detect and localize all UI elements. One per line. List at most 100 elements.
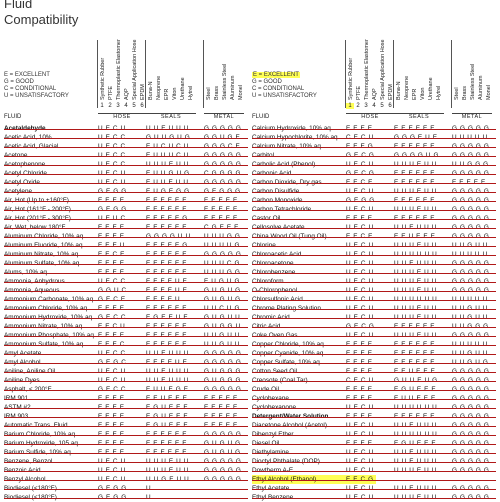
seal-ratings: UUUEUU bbox=[394, 188, 440, 195]
hose-ratings: EEEE bbox=[98, 404, 128, 411]
fluid-name: Ammonium Nitrate, 10% aq bbox=[4, 323, 83, 330]
table-row: Air, Hot (201°F - 300°F) UEUC EEEEEG EEEEE bbox=[4, 214, 248, 223]
table-row: Dioctyl Phthalate (DOP) UECU UUEUUU GGGGG bbox=[252, 457, 496, 466]
seal-ratings: UUUEUU bbox=[394, 269, 440, 276]
seal-ratings: EEEEEG bbox=[146, 242, 191, 249]
fluid-name: Chloroacetic Acid bbox=[252, 251, 302, 258]
table-row: Ethyl Acetate UECU UUEUUU GGGGG bbox=[252, 484, 496, 493]
seal-column-header: Neoprene bbox=[404, 75, 410, 100]
fluid-name: Chloroacetone bbox=[252, 260, 294, 267]
metal-ratings: GGGGG bbox=[452, 440, 492, 447]
metal-column-header: Monel bbox=[238, 85, 244, 100]
seal-column-header: Neoprene bbox=[156, 75, 162, 100]
table-row: Benzene, Benzol UECU UUUEUU GGGGG bbox=[4, 457, 248, 466]
table-row: Acetophenone UECC UUUEUU GGGGG bbox=[4, 160, 248, 169]
hose-column-header: Thermoplastic Elastomer bbox=[116, 39, 122, 100]
seal-ratings: UUUEUU bbox=[394, 467, 440, 474]
fluid-name: Chromic Acid bbox=[252, 314, 290, 321]
seal-ratings: EEEEU bbox=[146, 296, 183, 303]
hose-ratings: UECU bbox=[346, 242, 377, 249]
metal-ratings: GGGGG bbox=[204, 359, 244, 366]
fluid-name: Aluminum Nitrate, 10% aq bbox=[4, 251, 79, 258]
hose-ratings: EECU bbox=[98, 323, 128, 330]
hose-ratings: UECU bbox=[346, 206, 377, 213]
fluid-name: Air, Hot (Up to +160°F) bbox=[4, 197, 69, 204]
table-row: Ammonia, Anhydrous UECC EEEEUE EUGUG bbox=[4, 277, 248, 286]
hose-ratings: EEEE bbox=[346, 440, 376, 447]
seal-column-header: Buna-N bbox=[396, 81, 402, 100]
table-row: Chlorsulfonic Acid UECU UUUUUU UUUUU bbox=[252, 295, 496, 304]
metal-ratings: GGGGG bbox=[452, 494, 492, 501]
metal-ratings: UUUCG bbox=[204, 260, 243, 267]
table-row: Creosote (Coal Tar) CECU GUUEUG GGGGG bbox=[252, 376, 496, 385]
table-row: Acetyl Chloride UECU EUUGUG CGGGG bbox=[4, 169, 248, 178]
table-row: Acetylene GEGG EUGEGG GEGGG bbox=[4, 187, 248, 196]
metal-ratings: EEEEE bbox=[204, 404, 241, 411]
hose-ratings: EEEE bbox=[346, 215, 376, 222]
fluid-name: Cotton Seed Oil bbox=[252, 368, 298, 375]
table-row: Detergent/Water Solution EEEE EEEEEE GGGGG bbox=[252, 412, 496, 421]
hose-ratings: UECU bbox=[346, 296, 377, 303]
seal-ratings: EEEEEE bbox=[394, 359, 438, 366]
table-row: Air, Hot (161°F - 200°F) GEGG EEEEEE EEEEE bbox=[4, 205, 248, 214]
seal-ratings: UUUEUU bbox=[394, 494, 440, 501]
fluid-name: Chlorine bbox=[252, 242, 276, 249]
table-row: Asphalt, < 200°F GECC EUUEGE GGGGG bbox=[4, 385, 248, 394]
metal-ratings: UUUUU bbox=[452, 296, 491, 303]
hose-ratings: EEEG bbox=[346, 143, 376, 150]
fluid-name: Ammonium Phosphate, 10% aq bbox=[4, 332, 94, 339]
fluid-name: Calcium Nitrate, 10% aq bbox=[252, 143, 321, 150]
table-row: IRM 901 EEEE EEUEEE EEEEE bbox=[4, 394, 248, 403]
metal-ratings: GGGGG bbox=[204, 125, 244, 132]
seal-ratings: EEEEEE bbox=[146, 341, 190, 348]
metal-ratings: GGGGG bbox=[452, 467, 492, 474]
hose-ratings: UECU bbox=[98, 458, 129, 465]
table-row: Air, Wet, below 180°F EEEE EEEEEE CGEEE bbox=[4, 223, 248, 232]
table-row: Citric Acid GECG EEEEEE UUGGG bbox=[252, 322, 496, 331]
hose-ratings: UECC bbox=[98, 161, 129, 168]
hose-ratings: GECG bbox=[346, 323, 377, 330]
fluid-name: Cyclohexanone bbox=[252, 404, 297, 411]
table-row: Carbon Disulfide UECU UUUEUU GGGGG bbox=[252, 187, 496, 196]
seal-ratings: EEEEEE bbox=[146, 323, 190, 330]
metal-column-header: Stainless Steel bbox=[470, 63, 476, 100]
hose-ratings: UECU bbox=[346, 494, 377, 501]
table-row: Barium Hydroxide, 105 aq EEEE EEEEEE GUGUG bbox=[4, 439, 248, 448]
fluid-name: Ammonia, Anhydrous bbox=[4, 278, 65, 285]
hose-ratings: GEGG bbox=[98, 485, 130, 492]
hose-ratings: UECU bbox=[98, 125, 129, 132]
fluid-name: Acetic Acid, Glacial bbox=[4, 143, 59, 150]
seal-ratings: EEEEEE bbox=[394, 323, 438, 330]
table-row: Carbon Tetrachloride UECU UUUEUU GGGGG bbox=[252, 205, 496, 214]
hose-ratings: GECC bbox=[98, 386, 129, 393]
column-number: 2 bbox=[356, 103, 360, 109]
seal-ratings: EEEEEE bbox=[146, 260, 190, 267]
fluid-name: Acetophenone bbox=[4, 161, 46, 168]
legend-right: E = EXCELLENT G = GOOD C = CONDITIONAL U… bbox=[252, 72, 317, 100]
fluid-name: Air, Hot (161°F - 200°F) bbox=[4, 206, 71, 213]
metal-ratings: GGGGG bbox=[452, 260, 492, 267]
metal-ratings: UUGUU bbox=[452, 305, 491, 312]
hose-ratings: UECU bbox=[346, 224, 377, 231]
metal-group-header: METAL bbox=[204, 113, 244, 120]
hose-ratings: UECU bbox=[346, 287, 377, 294]
hose-ratings: EEEE bbox=[346, 341, 376, 348]
seal-ratings: GUUEUG bbox=[394, 377, 441, 384]
table-row: Benzyl Alcohol UECU UUGEUU GGGGG bbox=[4, 475, 248, 484]
column-number: 1 bbox=[100, 103, 104, 109]
table-row: Cyclohexane EEEE EUUEEE GGGGG bbox=[252, 394, 496, 403]
hose-ratings: UECU bbox=[346, 305, 377, 312]
table-row: Acetaldehyde UECU UUEUUU GGGGG bbox=[4, 124, 248, 133]
seal-ratings: EEEEUE bbox=[146, 278, 190, 285]
hose-ratings: UECU bbox=[346, 431, 377, 438]
fluid-name: Dowtherm A-E bbox=[252, 467, 294, 474]
seal-ratings: UUUUUU bbox=[394, 296, 440, 303]
metal-ratings: GGGGG bbox=[452, 224, 492, 231]
fluid-name: Acetaldehyde bbox=[4, 125, 46, 132]
hose-ratings: EEEU bbox=[98, 242, 128, 249]
fluid-name: Ammonia, Aqueous bbox=[4, 287, 60, 294]
metal-ratings: UUUGG bbox=[204, 233, 243, 240]
fluid-name: ASTM #2 bbox=[4, 404, 31, 411]
fluid-name: Diesel Oil bbox=[252, 440, 280, 447]
